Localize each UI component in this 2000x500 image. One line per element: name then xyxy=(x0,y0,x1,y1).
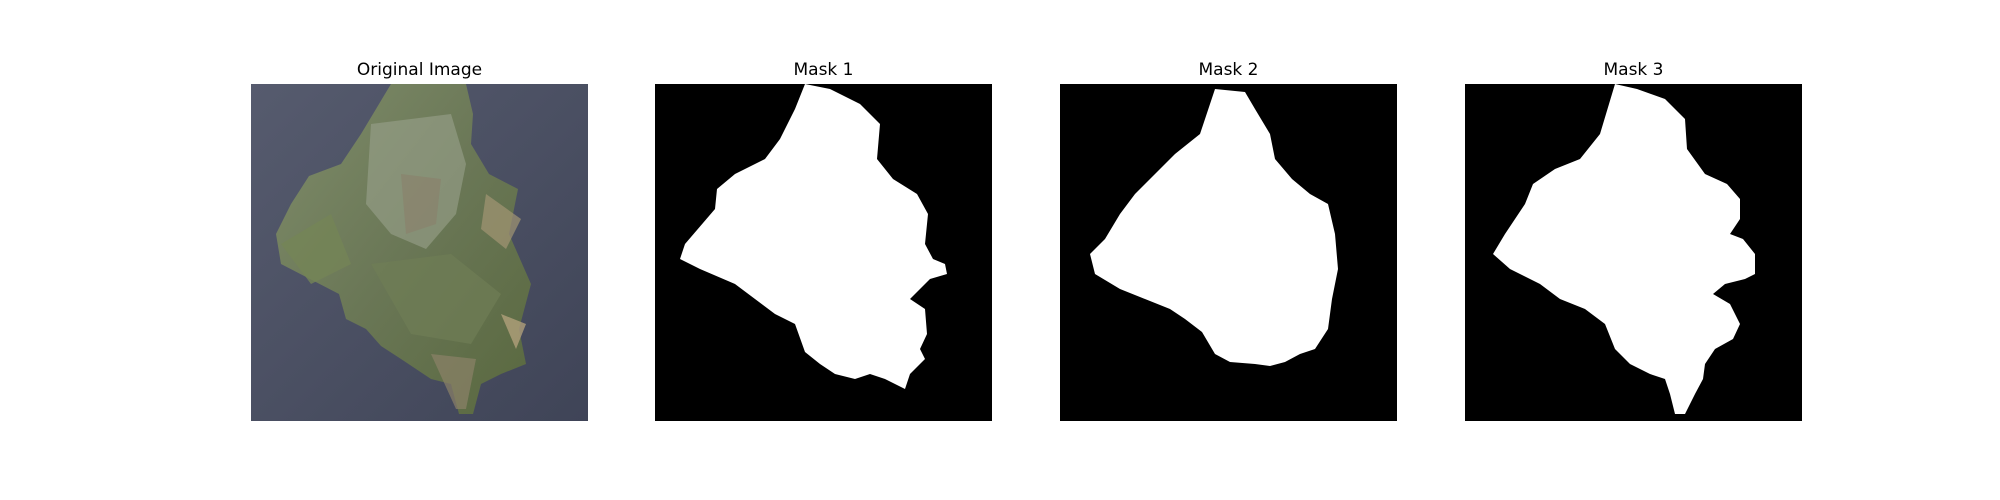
mask-1-image xyxy=(655,84,992,421)
panel-title-mask-2: Mask 2 xyxy=(1198,60,1259,80)
original-image xyxy=(251,84,588,421)
panel-title-mask-3: Mask 3 xyxy=(1603,60,1664,80)
mask-3-image xyxy=(1465,84,1802,421)
mask-2-image xyxy=(1060,84,1397,421)
panel-title-original: Original Image xyxy=(356,60,483,80)
panel-title-mask-1: Mask 1 xyxy=(793,60,854,80)
